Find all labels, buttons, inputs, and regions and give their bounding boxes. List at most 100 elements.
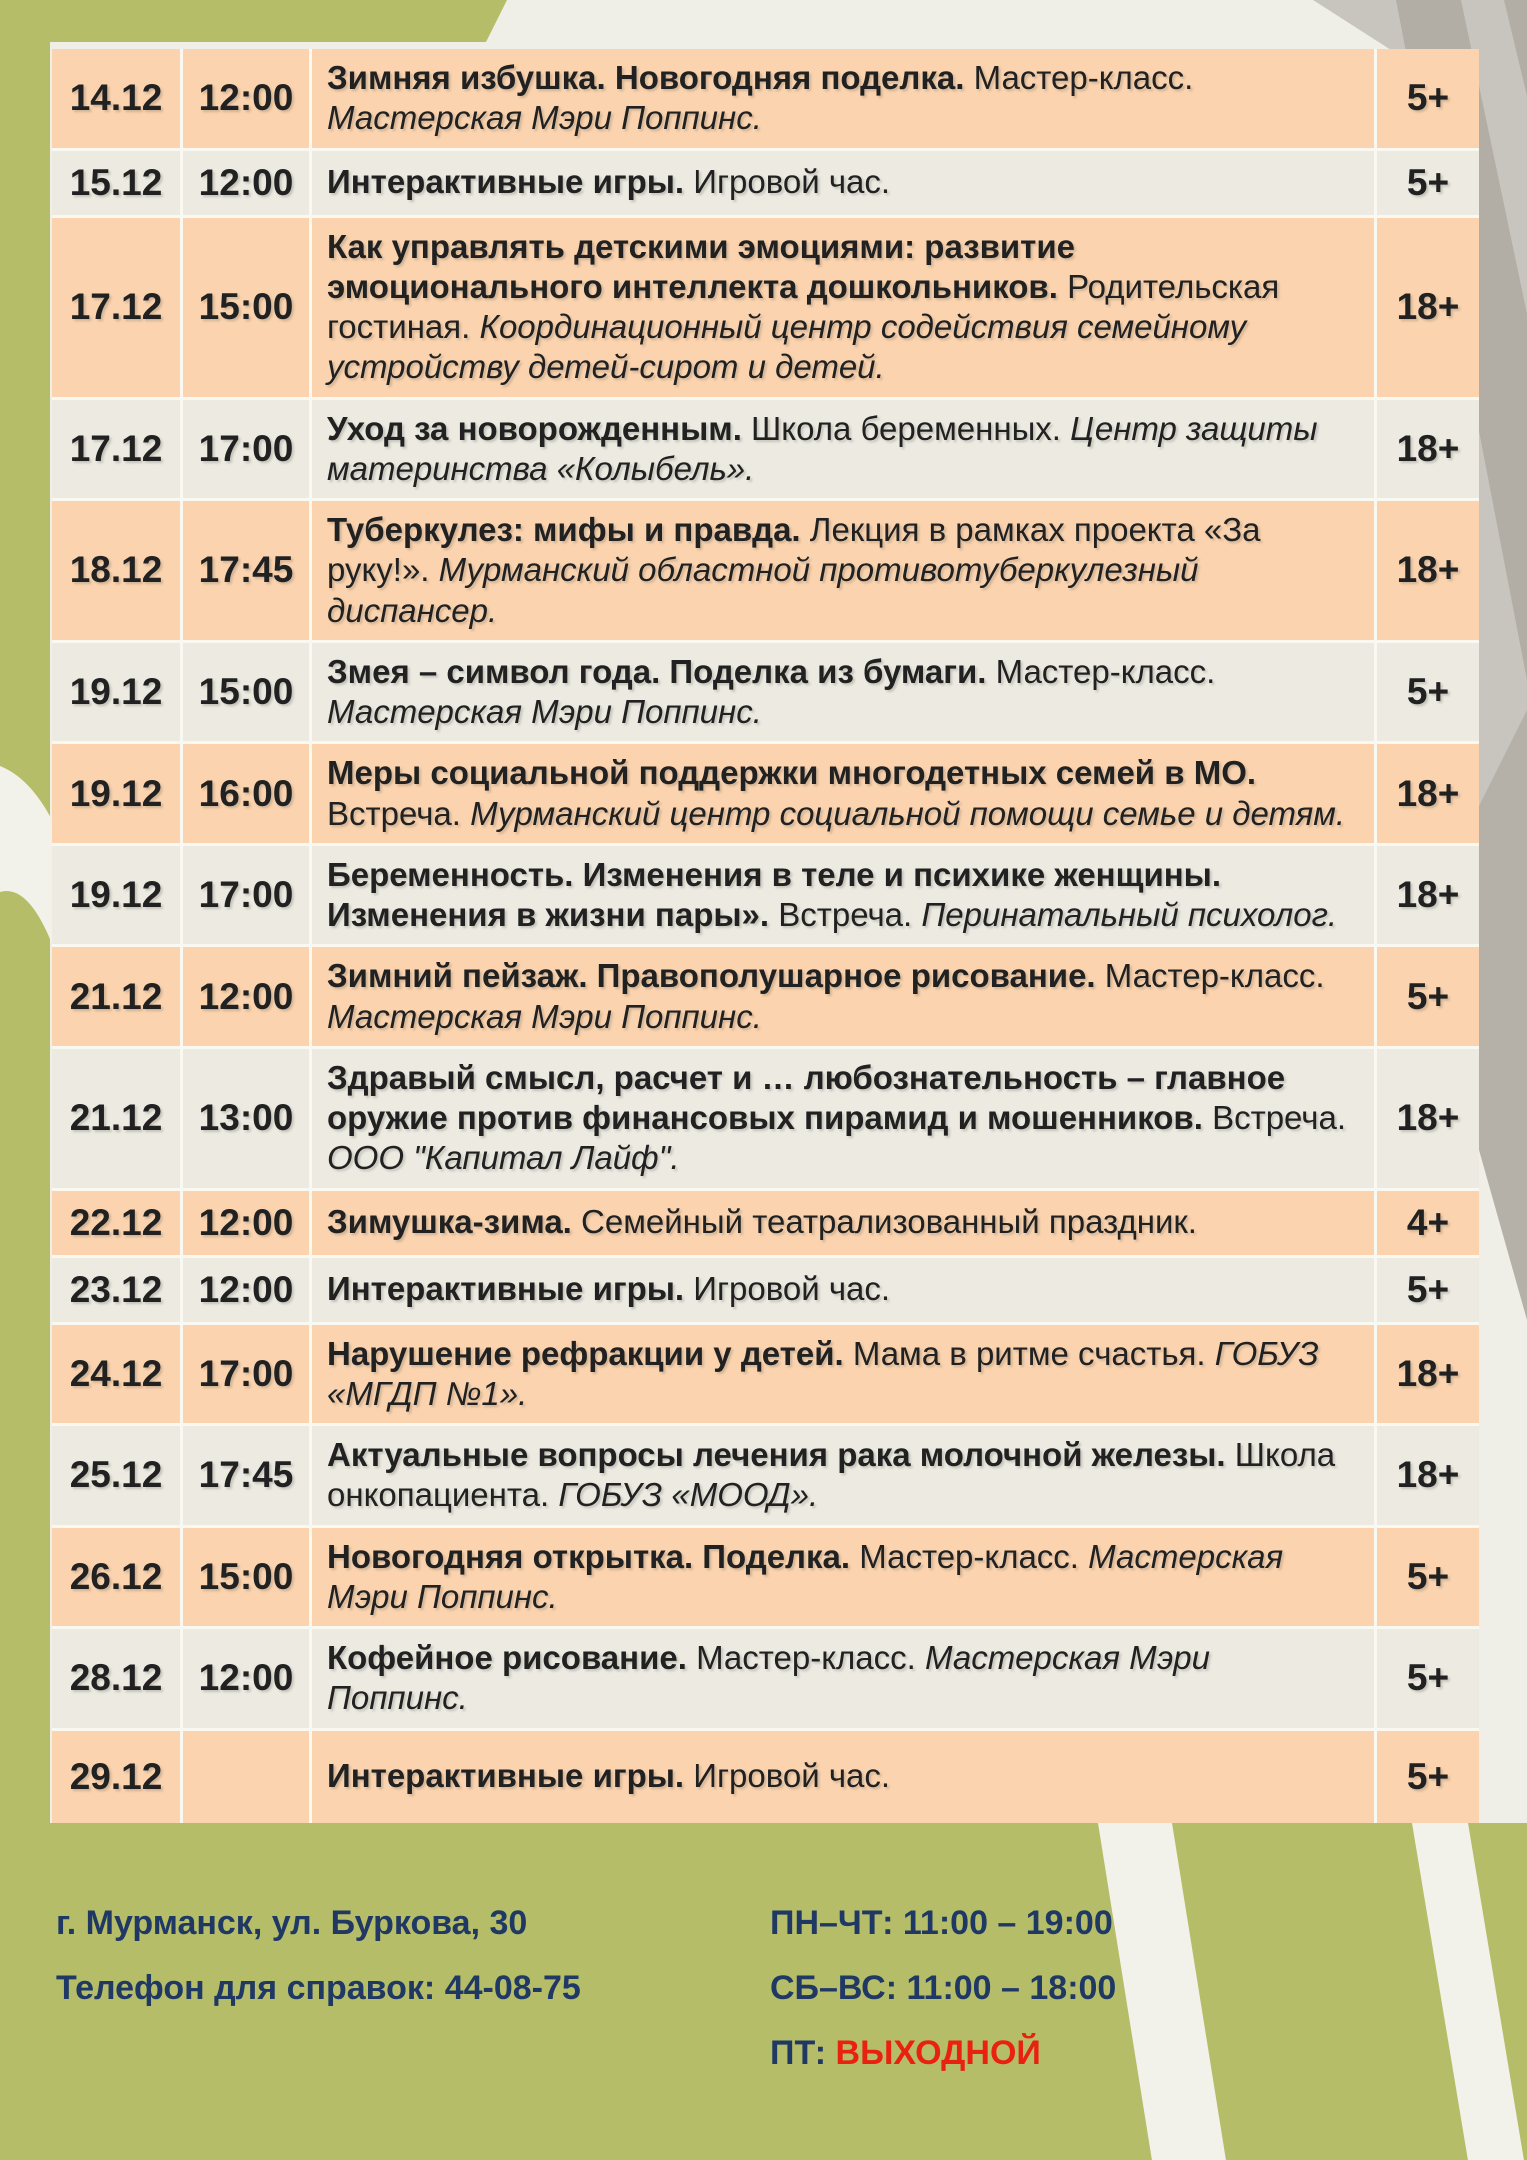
event-description: Как управлять детскими эмоциями: развити… xyxy=(312,217,1374,397)
opening-hours-block: ПН–ЧТ: 11:00 – 19:00 СБ–ВС: 11:00 – 18:0… xyxy=(770,1891,1116,2086)
age-rating-badge: 5+ xyxy=(1377,1730,1479,1823)
table-row: 26.12 15:00 Новогодняя открытка. Поделка… xyxy=(52,1527,1479,1626)
event-time: 12:00 xyxy=(183,947,309,1046)
event-date: 28.12 xyxy=(52,1629,180,1728)
event-description: Нарушение рефракции у детей. Мама в ритм… xyxy=(312,1324,1374,1423)
event-organizer: Мастерская Мэри Поппинс. xyxy=(327,1537,1284,1615)
event-title: Зимушка-зима. xyxy=(327,1203,572,1241)
event-organizer: ГОБУЗ «МГДП №1». xyxy=(327,1334,1319,1412)
event-organizer: Центр защиты материнства «Колыбель». xyxy=(327,409,1318,487)
age-rating-badge: 5+ xyxy=(1377,1527,1479,1626)
age-rating-badge: 18+ xyxy=(1377,501,1479,640)
table-row: 21.12 13:00 Здравый смысл, расчет и … лю… xyxy=(52,1048,1479,1188)
event-description: Интерактивные игры. Игровой час. xyxy=(312,1257,1374,1322)
table-row: 18.12 17:45 Туберкулез: мифы и правда. Л… xyxy=(52,501,1479,640)
age-rating-badge: 18+ xyxy=(1377,744,1479,843)
age-rating-badge: 5+ xyxy=(1377,49,1479,148)
event-time: 17:00 xyxy=(183,1324,309,1423)
event-organizer: Мастерская Мэри Поппинс. xyxy=(327,1639,1210,1717)
event-description-text: Уход за новорожденным. Школа беременных.… xyxy=(327,409,1358,490)
event-description-text: Здравый смысл, расчет и … любознательнос… xyxy=(327,1058,1358,1179)
event-type: Мастер-класс. xyxy=(995,652,1216,690)
event-type: Встреча. xyxy=(327,794,461,832)
age-rating-badge: 5+ xyxy=(1377,1257,1479,1322)
hours-value: 11:00 – 18:00 xyxy=(906,1968,1117,2007)
event-description: Здравый смысл, расчет и … любознательнос… xyxy=(312,1048,1374,1188)
event-organizer: Мастерская Мэри Поппинс. xyxy=(327,693,762,730)
age-rating-badge: 18+ xyxy=(1377,845,1479,945)
event-title: Беременность. Изменения в теле и психике… xyxy=(327,855,1222,933)
age-rating-badge: 18+ xyxy=(1377,1048,1479,1188)
event-description: Беременность. Изменения в теле и психике… xyxy=(312,845,1374,945)
event-organizer: ГОБУЗ «МООД». xyxy=(558,1476,819,1514)
event-organizer: ООО "Капитал Лайф". xyxy=(327,1139,680,1177)
event-date: 26.12 xyxy=(52,1527,180,1626)
event-date: 25.12 xyxy=(52,1426,180,1525)
event-title: Актуальные вопросы лечения рака молочной… xyxy=(327,1436,1226,1473)
event-organizer: Мурманский центр социальной помощи семье… xyxy=(470,794,1345,832)
event-time: 16:00 xyxy=(183,744,309,843)
event-type: Семейный театрализованный праздник. xyxy=(581,1203,1197,1241)
hours-line-closed: ПТ: ВЫХОДНОЙ xyxy=(770,2021,1116,2086)
event-title: Интерактивные игры. xyxy=(327,1270,685,1308)
event-time: 12:00 xyxy=(183,1629,309,1728)
event-description: Зимний пейзаж. Правополушарное рисование… xyxy=(312,947,1374,1046)
event-description-text: Зимушка-зима. Семейный театрализованный … xyxy=(327,1202,1197,1242)
event-title: Кофейное рисование. xyxy=(327,1639,687,1676)
event-date: 29.12 xyxy=(52,1730,180,1823)
event-type: Игровой час. xyxy=(693,1270,891,1308)
event-description-text: Актуальные вопросы лечения рака молочной… xyxy=(327,1435,1358,1516)
hours-line-weekend: СБ–ВС: 11:00 – 18:00 xyxy=(770,1956,1116,2021)
event-date: 18.12 xyxy=(52,501,180,640)
event-time: 12:00 xyxy=(183,150,309,215)
age-rating-badge: 5+ xyxy=(1377,150,1479,215)
event-description-text: Новогодняя открытка. Поделка. Мастер-кла… xyxy=(327,1537,1358,1618)
event-date: 19.12 xyxy=(52,744,180,843)
event-type: Мастер-класс. xyxy=(696,1639,916,1676)
event-time: 15:00 xyxy=(183,217,309,397)
table-row: 22.12 12:00 Зимушка-зима. Семейный театр… xyxy=(52,1190,1479,1255)
address-line: г. Мурманск, ул. Буркова, 30 xyxy=(56,1903,528,1942)
event-time: 17:00 xyxy=(183,399,309,498)
footer-content: г. Мурманск, ул. Буркова, 30 Телефон для… xyxy=(0,1823,1527,2160)
event-description: Кофейное рисование. Мастер-класс. Мастер… xyxy=(312,1629,1374,1728)
event-organizer: Перинатальный психолог. xyxy=(921,896,1338,933)
event-description-text: Беременность. Изменения в теле и психике… xyxy=(327,855,1358,936)
event-organizer: Координационный центр содействия семейно… xyxy=(327,308,1247,386)
event-time: 12:00 xyxy=(183,49,309,148)
event-organizer: Мурманский областной противотуберкулезны… xyxy=(327,551,1199,629)
event-time: 12:00 xyxy=(183,1257,309,1322)
table-row: 21.12 12:00 Зимний пейзаж. Правополушарн… xyxy=(52,947,1479,1046)
event-date: 22.12 xyxy=(52,1190,180,1255)
event-organizer: Мастерская Мэри Поппинс. xyxy=(327,99,762,137)
event-date: 17.12 xyxy=(52,399,180,498)
event-title: Интерактивные игры. xyxy=(327,1757,685,1795)
event-description: Интерактивные игры. Игровой час. xyxy=(312,150,1374,215)
age-rating-badge: 18+ xyxy=(1377,399,1479,498)
event-description-text: Интерактивные игры. Игровой час. xyxy=(327,162,890,202)
event-date: 21.12 xyxy=(52,1048,180,1188)
event-type: Встреча. xyxy=(1212,1099,1347,1136)
event-description: Актуальные вопросы лечения рака молочной… xyxy=(312,1426,1374,1525)
event-description: Зимушка-зима. Семейный театрализованный … xyxy=(312,1190,1374,1255)
table-row: 15.12 12:00 Интерактивные игры. Игровой … xyxy=(52,150,1479,215)
footer-stripes-art xyxy=(1098,1822,1524,2160)
age-rating-badge: 18+ xyxy=(1377,1426,1479,1525)
event-organizer: Мастерская Мэри Поппинс. xyxy=(327,997,762,1035)
event-title: Змея – символ года. Поделка из бумаги. xyxy=(327,652,987,690)
event-type: Мастер-класс. xyxy=(859,1537,1079,1575)
event-time: 13:00 xyxy=(183,1048,309,1188)
event-description-text: Нарушение рефракции у детей. Мама в ритм… xyxy=(327,1334,1358,1415)
event-type: Лекция в рамках проекта «За руку!». xyxy=(327,511,1261,589)
event-title: Меры социальной поддержки многодетных се… xyxy=(327,754,1257,792)
event-time: 12:00 xyxy=(183,1190,309,1255)
event-title: Зимняя избушка. Новогодняя поделка. xyxy=(327,59,965,96)
event-date: 19.12 xyxy=(52,642,180,742)
event-description: Новогодняя открытка. Поделка. Мастер-кла… xyxy=(312,1527,1374,1626)
hours-label: ПТ: xyxy=(770,2033,827,2072)
event-date: 24.12 xyxy=(52,1324,180,1423)
hours-value: 11:00 – 19:00 xyxy=(902,1903,1113,1942)
table-row: 28.12 12:00 Кофейное рисование. Мастер-к… xyxy=(52,1629,1479,1728)
event-type: Родительская гостиная. xyxy=(327,267,1280,345)
